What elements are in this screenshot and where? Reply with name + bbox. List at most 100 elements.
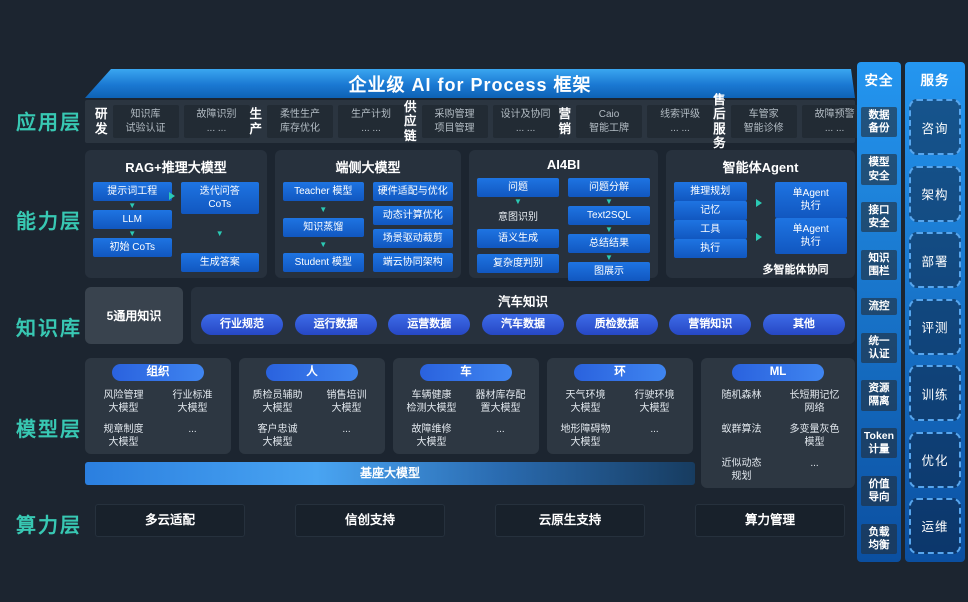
model-panel-header: 车 <box>420 364 512 381</box>
arrow-down-icon: ▼ <box>319 240 328 250</box>
rag-answer-box: 生成答案 <box>180 253 259 272</box>
service-item: 评测 <box>909 298 961 355</box>
agent-connectors <box>755 182 766 254</box>
app-group-marketing: 营销 Caio 智能工牌 线索评级 ... ... <box>559 105 714 138</box>
app-feature-box: Caio 智能工牌 <box>576 105 643 138</box>
model-panel-people: 人 质检员辅助 大模型 销售培训 大模型 客户忠诚 大模型 ... <box>239 358 385 454</box>
service-header: 服务 <box>920 73 950 88</box>
arrow-down-icon: ▼ <box>215 229 224 238</box>
knowledge-pill: 汽车数据 <box>481 314 564 335</box>
app-feature-box: 故障预警 ... ... <box>801 105 868 138</box>
app-group-label: 研发 <box>95 107 108 136</box>
security-item: 价值 导向 <box>861 475 897 507</box>
app-feature-box: 柔性生产 库存优化 <box>267 105 334 138</box>
security-item: 负载 均衡 <box>861 523 897 554</box>
model-item: 行驶环境 大模型 <box>634 390 675 414</box>
agent-single-exec-box: 单Agent 执行 <box>774 218 847 254</box>
model-item: 近似动态 规划 <box>721 458 762 482</box>
arrow-right-icon <box>755 233 762 241</box>
knowledge-pill: 营销知识 <box>669 314 752 335</box>
model-item: 规章制度 大模型 <box>103 424 144 448</box>
agent-tools-box: 工具 <box>674 220 747 239</box>
rag-llm-box: LLM <box>93 210 172 229</box>
compute-layer-row: 多云适配 信创支持 云原生支持 算力管理 <box>85 504 855 537</box>
edge-right-box: 动态计算优化 <box>372 205 453 225</box>
arrow-down-icon: ▼ <box>605 197 613 206</box>
auto-knowledge-panel: 汽车知识 行业规范 运行数据 运营数据 汽车数据 质检数据 营销知识 其他 <box>191 287 855 344</box>
service-item: 优化 <box>909 431 961 488</box>
arrow-down-icon: ▼ <box>605 253 613 262</box>
edge-teacher-box: Teacher 模型 <box>283 182 364 201</box>
app-feature-box: 知识库 试验认证 <box>112 105 179 138</box>
model-item: 长短期记忆 网络 <box>789 390 840 414</box>
arrow-down-icon: ▼ <box>514 197 522 206</box>
layer-label-compute: 算力层 <box>16 515 82 537</box>
ai4bi-intent-label: 意图识别 <box>498 212 538 223</box>
agent-memory-box: 记忆 <box>674 201 747 220</box>
ai4bi-semantic-box: 语义生成 <box>477 229 559 248</box>
knowledge-pill-row: 行业规范 运行数据 运营数据 汽车数据 质检数据 营销知识 其他 <box>201 314 845 335</box>
ai4bi-complexity-box: 复杂度判别 <box>477 254 559 273</box>
panel-ai4bi: AI4BI 问题 ▼ 意图识别 语义生成 复杂度判别 问题分解 ▼ Text2S… <box>469 150 658 281</box>
edge-right-box: 端云协同架构 <box>372 252 453 272</box>
knowledge-pill: 行业规范 <box>201 314 283 335</box>
model-item: 质检员辅助 大模型 <box>252 390 303 414</box>
ai4bi-decompose-box: 问题分解 <box>568 178 650 197</box>
edge-right-box: 场景驱动裁剪 <box>372 229 453 249</box>
knowledge-pill: 质检数据 <box>575 314 658 335</box>
app-group-after-sales: 售后服务 车管家 智能诊修 故障预警 ... ... <box>713 93 868 151</box>
layer-label-capability: 能力层 <box>16 211 82 233</box>
model-item-ellipsis: ... <box>650 424 659 435</box>
service-item: 训练 <box>909 365 961 422</box>
security-item: 知识 围栏 <box>861 250 897 281</box>
general-knowledge-box: 5通用知识 <box>85 287 183 344</box>
app-feature-box: 故障识别 ... ... <box>183 105 250 138</box>
app-group-rd: 研发 知识库 试验认证 故障识别 ... ... <box>95 105 250 138</box>
knowledge-pill: 运行数据 <box>294 314 377 335</box>
model-panel-ml: ML 随机森林 长短期记忆 网络 蚁群算法 多变量灰色 模型 近似动态 规划 .… <box>701 358 855 488</box>
knowledge-pill: 其他 <box>762 314 845 335</box>
model-panel-organization: 组织 风险管理 大模型 行业标准 大模型 规章制度 大模型 ... <box>85 358 231 454</box>
app-group-supply-chain: 供应链 采购管理 项目管理 设计及协同 ... ... <box>404 100 559 143</box>
panel-agent: 智能体Agent 推理规划 记忆 工具 执行 单Agent 执行 单Agent … <box>666 150 855 278</box>
model-item: 故障维修 大模型 <box>411 424 452 448</box>
panel-edge-model: 端侧大模型 Teacher 模型 ▼ 知识蒸馏 ▼ Student 模型 硬件适… <box>275 150 461 278</box>
model-item: 器材库存配 置大模型 <box>475 390 526 414</box>
arrow-down-icon: ▼ <box>605 225 613 234</box>
model-item: 销售培训 大模型 <box>326 390 367 414</box>
model-item: 地形障碍物 大模型 <box>560 424 611 448</box>
app-group-production: 生产 柔性生产 库存优化 生产计划 ... ... <box>250 105 405 138</box>
security-item: 流控 <box>861 297 897 315</box>
arrow-right-icon <box>755 199 762 207</box>
model-item: 客户忠诚 大模型 <box>257 424 298 448</box>
model-item-ellipsis: ... <box>188 424 197 435</box>
model-item: 行业标准 大模型 <box>172 390 213 414</box>
compute-box: 多云适配 <box>95 504 245 537</box>
model-item: 车辆健康 检测大模型 <box>406 390 457 414</box>
rag-iter-cots-box: 迭代问答 CoTs <box>180 182 259 214</box>
service-item: 咨询 <box>909 99 961 156</box>
security-column: 安全 数据 备份 模型 安全 接口 安全 知识 围栏 流控 统一 认证 资源 隔… <box>857 62 901 562</box>
app-feature-box: 采购管理 项目管理 <box>421 105 488 138</box>
model-item: 蚁群算法 <box>721 424 762 435</box>
model-item-ellipsis: ... <box>342 424 351 435</box>
layer-label-knowledge: 知识库 <box>16 318 82 340</box>
capability-layer-row: RAG+推理大模型 提示词工程 ▼ LLM ▼ 初始 CoTs 迭代问答 CoT… <box>85 150 855 281</box>
arrow-right-icon <box>169 192 175 200</box>
model-panel-header: ML <box>732 364 824 381</box>
panel-title: AI4BI <box>546 157 581 172</box>
compute-box: 信创支持 <box>295 504 445 537</box>
model-item: 多变量灰色 模型 <box>789 424 840 448</box>
security-item: 模型 安全 <box>861 154 897 185</box>
auto-knowledge-title: 汽车知识 <box>497 295 548 309</box>
panel-title: RAG+推理大模型 <box>125 160 227 175</box>
edge-distill-box: 知识蒸馏 <box>283 217 364 237</box>
app-group-label: 售后服务 <box>713 92 726 150</box>
model-item-ellipsis: ... <box>496 424 505 435</box>
compute-box: 算力管理 <box>695 504 845 537</box>
edge-right-box: 硬件适配与优化 <box>372 182 453 201</box>
security-item: 统一 认证 <box>861 332 897 363</box>
security-item: Token 计量 <box>861 428 897 459</box>
model-item: 风险管理 大模型 <box>103 390 144 414</box>
